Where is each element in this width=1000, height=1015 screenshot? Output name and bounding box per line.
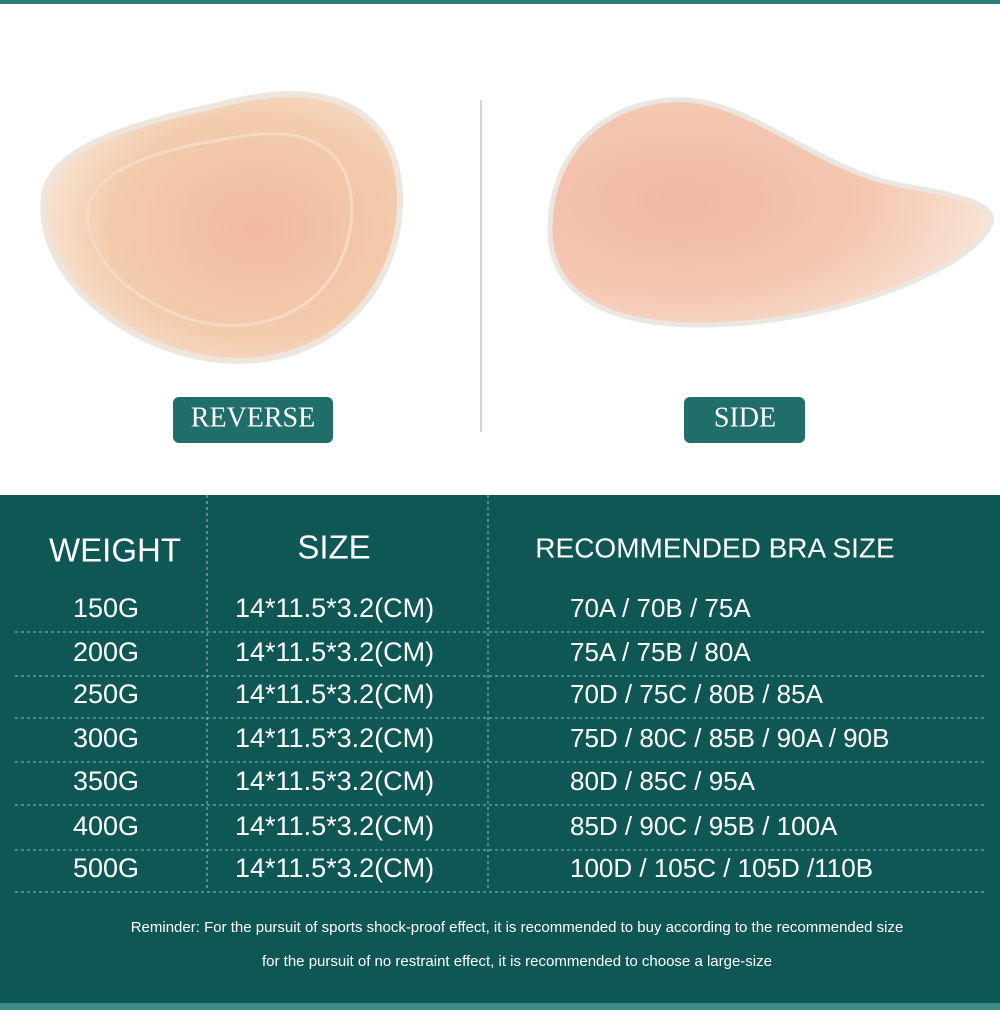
view-label: REVERSE bbox=[191, 402, 315, 433]
bra-size-cell: 70D / 75C / 80B / 85A bbox=[570, 679, 824, 709]
size-cell: 14*11.5*3.2(CM) bbox=[235, 853, 434, 883]
weight-cell: 400G bbox=[73, 811, 139, 841]
weight-cell: 200G bbox=[73, 637, 139, 667]
top-strip bbox=[0, 0, 1000, 4]
bra-size-cell: 75D / 80C / 85B / 90A / 90B bbox=[570, 723, 889, 753]
bra-size-cell: 80D / 85C / 95A bbox=[570, 766, 756, 796]
weight-cell: 300G bbox=[73, 723, 139, 753]
size-cell: 14*11.5*3.2(CM) bbox=[235, 679, 434, 709]
reverse-contour bbox=[86, 132, 354, 327]
weight-cell: 250G bbox=[73, 679, 139, 709]
size-cell: 14*11.5*3.2(CM) bbox=[235, 723, 434, 753]
side-image bbox=[547, 97, 994, 328]
size-cell: 14*11.5*3.2(CM) bbox=[235, 766, 434, 796]
bra-size-cell: 100D / 105C / 105D /110B bbox=[570, 853, 873, 883]
reminder: for the pursuit of no restraint effect, … bbox=[262, 953, 772, 970]
bra-size-cell: 75A / 75B / 80A bbox=[570, 637, 751, 667]
view-label: SIDE bbox=[714, 402, 776, 433]
weight-cell: 350G bbox=[73, 766, 139, 796]
size-cell: 14*11.5*3.2(CM) bbox=[235, 811, 434, 841]
header-cell: WEIGHT bbox=[49, 532, 181, 569]
header-cell: SIZE bbox=[297, 529, 370, 566]
size-cell: 14*11.5*3.2(CM) bbox=[235, 637, 434, 667]
view-badge bbox=[173, 397, 333, 443]
header-cell: RECOMMENDED BRA SIZE bbox=[535, 532, 894, 563]
weight-cell: 150G bbox=[73, 593, 139, 623]
bottom-strip bbox=[0, 1003, 1000, 1010]
size-cell: 14*11.5*3.2(CM) bbox=[235, 593, 434, 623]
bra-size-cell: 85D / 90C / 95B / 100A bbox=[570, 811, 838, 841]
reverse-image bbox=[40, 91, 404, 364]
weight-cell: 500G bbox=[73, 853, 139, 883]
bra-size-cell: 70A / 70B / 75A bbox=[570, 593, 751, 623]
reminder: Reminder: For the pursuit of sports shoc… bbox=[131, 919, 904, 936]
table-panel bbox=[0, 495, 1000, 1003]
view-badge bbox=[684, 397, 805, 443]
